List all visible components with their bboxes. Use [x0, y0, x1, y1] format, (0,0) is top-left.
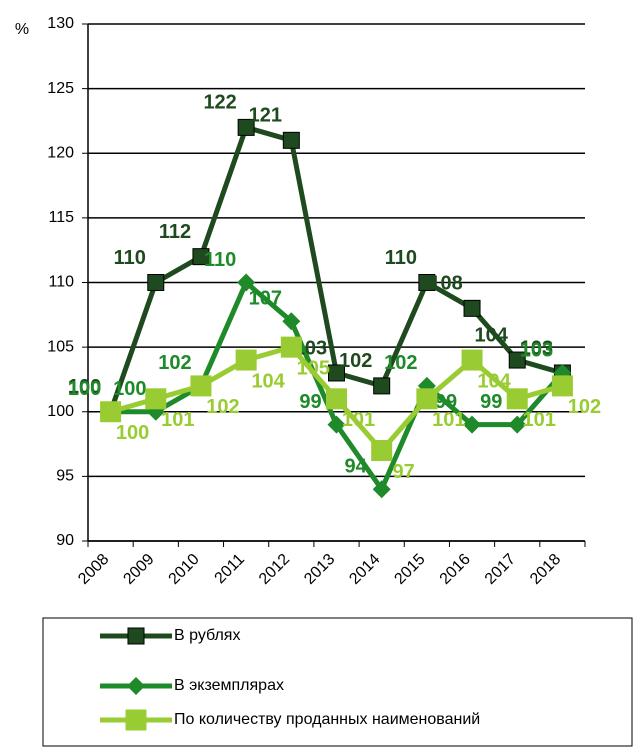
y-tick-label: 115	[48, 209, 74, 226]
point	[235, 349, 257, 371]
point	[508, 415, 527, 434]
data-label: 107	[249, 288, 282, 310]
y-tick-label: 90	[56, 532, 74, 549]
point	[373, 377, 391, 395]
data-label: 100	[68, 376, 101, 398]
data-label: 100	[116, 422, 149, 444]
point	[463, 299, 481, 317]
x-tick-label: 2008	[75, 551, 112, 588]
point	[328, 364, 345, 382]
x-tick-label: 2015	[391, 551, 428, 588]
point	[372, 480, 391, 499]
data-label: 108	[429, 273, 462, 295]
data-label: 99	[299, 391, 321, 413]
point	[508, 351, 526, 369]
x-tick-label: 2009	[120, 551, 157, 588]
data-label: 122	[203, 92, 236, 114]
x-tick-label: 2014	[346, 551, 383, 588]
data-label: 101	[432, 409, 465, 431]
legend-label: В экземплярах	[174, 677, 284, 694]
data-label: 121	[249, 105, 282, 127]
point	[461, 349, 483, 371]
data-label: 94	[345, 456, 368, 478]
legend-marker	[127, 677, 145, 695]
legend-label: В рублях	[174, 627, 240, 644]
point	[145, 388, 167, 410]
data-label: 102	[384, 352, 417, 374]
x-tick-label: 2018	[527, 551, 564, 588]
y-tick-label: 130	[47, 15, 74, 32]
data-label: 102	[339, 350, 372, 372]
legend-marker	[125, 709, 147, 731]
point	[100, 401, 122, 423]
x-tick-label: 2016	[437, 551, 474, 588]
x-tick-label: 2013	[301, 551, 338, 588]
point	[551, 375, 573, 397]
point	[506, 388, 528, 410]
y-tick-label: 110	[48, 274, 74, 291]
point	[192, 248, 210, 266]
point	[190, 375, 212, 397]
data-label: 104	[477, 370, 511, 392]
y-tick-label: 120	[47, 144, 74, 161]
point	[463, 415, 482, 434]
point	[327, 415, 346, 434]
y-tick-label: 100	[47, 403, 74, 420]
point	[416, 388, 438, 410]
point	[237, 273, 256, 292]
point	[418, 274, 436, 291]
point	[371, 440, 393, 462]
data-label: 103	[294, 337, 327, 359]
legend-marker	[127, 627, 145, 645]
data-label: 102	[206, 396, 239, 418]
data-label: 110	[385, 247, 417, 269]
x-tick-label: 2010	[166, 551, 203, 588]
y-tick-label: 105	[47, 338, 74, 355]
point	[326, 388, 347, 410]
data-label: 97	[393, 461, 415, 483]
data-label: 102	[158, 352, 191, 374]
data-label: 110	[204, 249, 236, 271]
x-tick-label: 2017	[482, 551, 519, 588]
data-label: 101	[342, 409, 375, 431]
point	[280, 336, 302, 358]
point	[282, 131, 300, 149]
data-label: 112	[159, 221, 191, 243]
data-label: 110	[114, 247, 146, 269]
data-label: 99	[480, 391, 502, 413]
data-label: 100	[68, 378, 101, 400]
data-label: 102	[568, 396, 601, 418]
data-label: 103	[520, 337, 553, 359]
data-label: 104	[251, 370, 285, 392]
data-label: 104	[475, 324, 509, 346]
point	[237, 118, 255, 136]
y-tick-label: 125	[47, 80, 74, 97]
y-axis-label: %	[15, 21, 29, 38]
data-label: 103	[520, 339, 553, 361]
data-label: 99	[435, 391, 457, 413]
point	[147, 274, 165, 291]
data-label: 105	[297, 357, 330, 379]
x-tick-label: 2011	[212, 551, 248, 587]
data-label: 101	[161, 409, 194, 431]
data-label: 101	[523, 409, 556, 431]
legend-label: По количеству проданных наименований	[174, 711, 480, 728]
x-tick-label: 2012	[256, 551, 293, 588]
point	[282, 312, 301, 331]
y-tick-label: 95	[56, 468, 74, 485]
data-label: 100	[113, 378, 146, 400]
